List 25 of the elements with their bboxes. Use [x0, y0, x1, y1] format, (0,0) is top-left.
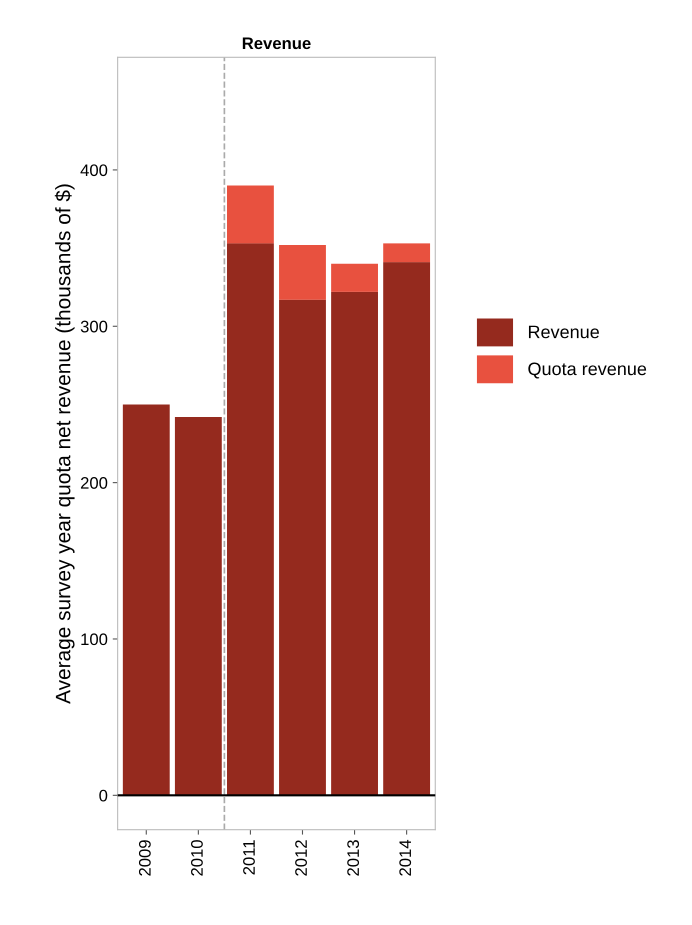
x-tick-label: 2013: [347, 840, 360, 876]
y-tick-label: 400: [80, 164, 108, 176]
y-tick-label: 300: [80, 320, 108, 332]
x-tick-label: 2012: [295, 840, 307, 876]
bar: [226, 243, 274, 796]
bar: [331, 292, 378, 796]
x-tick-label: 2014: [399, 840, 412, 876]
y-tick-label: 0: [99, 790, 108, 802]
bar: [122, 404, 170, 796]
bar: [226, 186, 274, 244]
bar: [383, 262, 430, 796]
x-tick-label: 2010: [191, 840, 203, 876]
y-tick-label: 100: [81, 633, 108, 646]
legend-label: Quota revenue: [528, 362, 646, 378]
chart-title: Revenue: [242, 38, 311, 50]
x-tick-label: 2011: [243, 840, 255, 874]
y-tick-label: 200: [80, 477, 108, 489]
bar: [331, 264, 378, 292]
bar: [279, 244, 326, 300]
bar: [383, 243, 430, 262]
x-tick-label: 2009: [138, 840, 151, 876]
legend-label: Revenue: [528, 326, 599, 338]
bar: [174, 416, 222, 796]
y-axis-title: Average survey year quota net revenue (thousands of $): [54, 184, 75, 704]
bar: [279, 300, 326, 796]
